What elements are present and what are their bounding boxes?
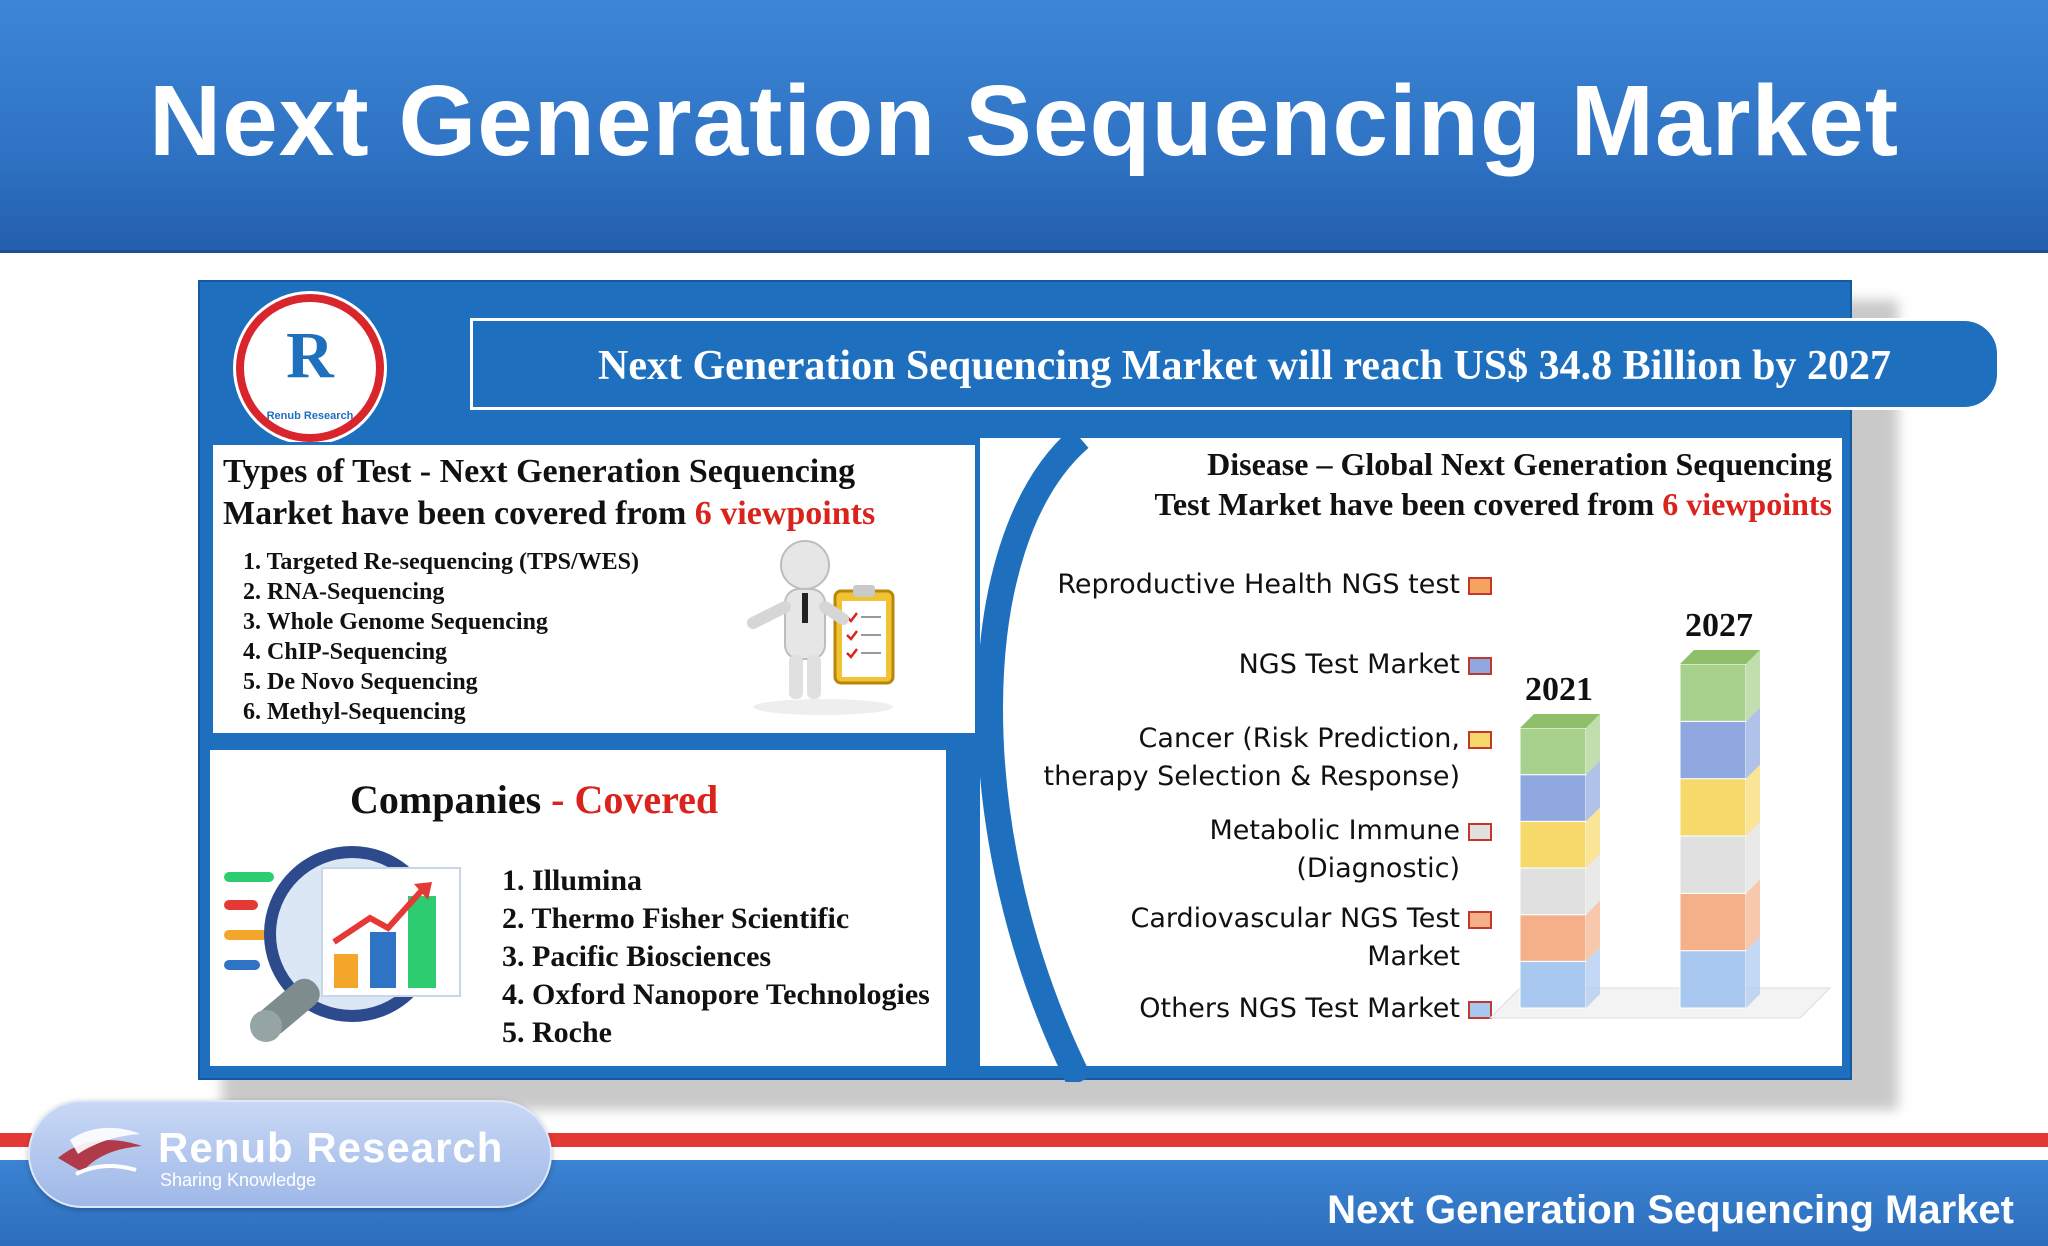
bar-cap: [1680, 650, 1760, 664]
bar-segment-side: [1746, 879, 1760, 951]
legend-swatch: [1468, 657, 1492, 675]
types-panel: Types of Test - Next Generation Sequenci…: [210, 442, 978, 736]
list-item: 2. Thermo Fisher Scientific: [502, 902, 850, 935]
list-item: 1. Targeted Re-sequencing (TPS/WES): [243, 549, 640, 575]
legend-label: Metabolic Immune: [1209, 815, 1460, 846]
list-item: 2. RNA-Sequencing: [243, 579, 445, 605]
bar-segment: [1519, 867, 1587, 916]
bar-segment: [1679, 950, 1747, 1009]
bar-segment-side: [1586, 760, 1600, 822]
infographic: Next Generation Sequencing Market will r…: [198, 280, 2000, 1082]
legend-item: Cancer (Risk Prediction, therapy Selectio…: [1043, 720, 1460, 796]
companies-title-highlight: - Covered: [551, 777, 719, 822]
logo-small-text: Renub Research: [266, 410, 354, 422]
footer-title: Next Generation Sequencing Market: [1327, 1188, 2014, 1232]
disease-title-highlight: 6 viewpoints: [1662, 486, 1832, 522]
legend-label: therapy Selection & Response): [1043, 761, 1460, 792]
disease-title-line2: Test Market have been covered from: [1154, 486, 1663, 522]
bar-segment: [1519, 774, 1587, 822]
list-item: 4. ChIP-Sequencing: [243, 639, 448, 665]
legend-label: Reproductive Health NGS test: [1057, 569, 1460, 600]
legend-label: Cardiovascular NGS Test: [1130, 903, 1460, 934]
legend-label: Market: [1367, 941, 1460, 972]
disease-title-line1: Disease – Global Next Generation Sequenc…: [1207, 446, 1832, 482]
bar-segment-side: [1746, 936, 1760, 1008]
bar-segment: [1679, 720, 1747, 780]
bar-segment: [1679, 778, 1747, 837]
legend-item: NGS Test Market: [1239, 646, 1460, 684]
stacked-bar-chart: 2021 2027: [1488, 607, 1832, 1019]
bar-segment-side: [1586, 714, 1600, 775]
legend-label: Cancer (Risk Prediction,: [1138, 723, 1460, 754]
bar-segment: [1519, 820, 1587, 869]
bar-segment-side: [1586, 807, 1600, 868]
legend-label: NGS Test Market: [1238, 649, 1460, 680]
bar-segment-side: [1586, 947, 1600, 1008]
headline: Next Generation Sequencing Market will r…: [598, 343, 1892, 389]
logo-letter-icon: R: [286, 319, 334, 392]
renub-logo: R Renub Research: [236, 294, 384, 442]
bar-segment: [1519, 727, 1587, 776]
legend-swatch: [1468, 1001, 1492, 1019]
list-item: 5. De Novo Sequencing: [243, 669, 478, 695]
types-title-line1: Types of Test - Next Generation Sequenci…: [223, 453, 856, 490]
list-item: 6. Methyl-Sequencing: [243, 699, 466, 725]
brand-badge: Renub Research Sharing Knowledge: [28, 1100, 552, 1208]
list-item: 3. Pacific Biosciences: [502, 940, 772, 973]
legend-item: Cardiovascular NGS Test Market: [1131, 900, 1460, 976]
legend-item: Others NGS Test Market: [1139, 990, 1460, 1028]
disease-title: Disease – Global Next Generation Sequenc…: [1012, 444, 1832, 524]
list-item: 5. Roche: [502, 1016, 612, 1049]
bar-segment: [1519, 914, 1587, 962]
companies-list: 1. Illumina 2. Thermo Fisher Scientific …: [502, 862, 930, 1052]
bar-segment-side: [1746, 650, 1760, 722]
bar-segment-side: [1746, 707, 1760, 779]
types-list: 1. Targeted Re-sequencing (TPS/WES) 2. R…: [243, 547, 639, 727]
bar-segment: [1679, 663, 1747, 722]
brand-name: Renub Research: [158, 1124, 504, 1171]
bar-segment-side: [1746, 822, 1760, 894]
bar-segment-side: [1586, 854, 1600, 915]
magnifier-chart-icon: [224, 846, 461, 1042]
renub-bird-icon: [58, 1127, 142, 1176]
legend-label: (Diagnostic): [1296, 853, 1460, 884]
bar-segment-side: [1746, 764, 1760, 836]
bar-cap: [1520, 714, 1600, 728]
legend-swatch: [1468, 577, 1492, 595]
legend-item: Metabolic Immune (Diagnostic): [1209, 812, 1460, 888]
bar-segment: [1679, 892, 1747, 952]
types-title: Types of Test - Next Generation Sequenci…: [223, 451, 875, 535]
companies-panel: Companies - Covered 1. Illumina 2. Ther: [210, 750, 946, 1066]
legend-swatch: [1468, 911, 1492, 929]
list-item: 4. Oxford Nanopore Technologies: [502, 978, 930, 1011]
headline-banner: [470, 318, 2000, 410]
legend-swatch: [1468, 823, 1492, 841]
types-title-line2: Market have been covered from: [223, 495, 695, 532]
legend-item: Reproductive Health NGS test: [1057, 566, 1460, 604]
slide-title: Next Generation Sequencing Market: [148, 65, 1900, 177]
header-band: Next Generation Sequencing Market: [0, 0, 2048, 253]
bar-segment: [1679, 835, 1747, 894]
disease-panel: Disease – Global Next Generation Sequenc…: [980, 438, 1842, 1066]
list-item: 3. Whole Genome Sequencing: [243, 609, 548, 635]
companies-title-text: Companies: [350, 777, 552, 822]
legend-label: Others NGS Test Market: [1139, 993, 1460, 1024]
person-with-clipboard-icon: [747, 540, 895, 715]
types-title-highlight: 6 viewpoints: [694, 495, 876, 532]
bar-year-label: 2027: [1685, 607, 1753, 644]
bar-segment-side: [1586, 900, 1600, 962]
companies-title: Companies - Covered: [350, 776, 718, 823]
legend-swatch: [1468, 731, 1492, 749]
list-item: 1. Illumina: [502, 864, 643, 897]
brand-tagline: Sharing Knowledge: [160, 1170, 317, 1190]
bar-year-label: 2021: [1525, 671, 1593, 708]
bar-segment: [1519, 960, 1587, 1009]
